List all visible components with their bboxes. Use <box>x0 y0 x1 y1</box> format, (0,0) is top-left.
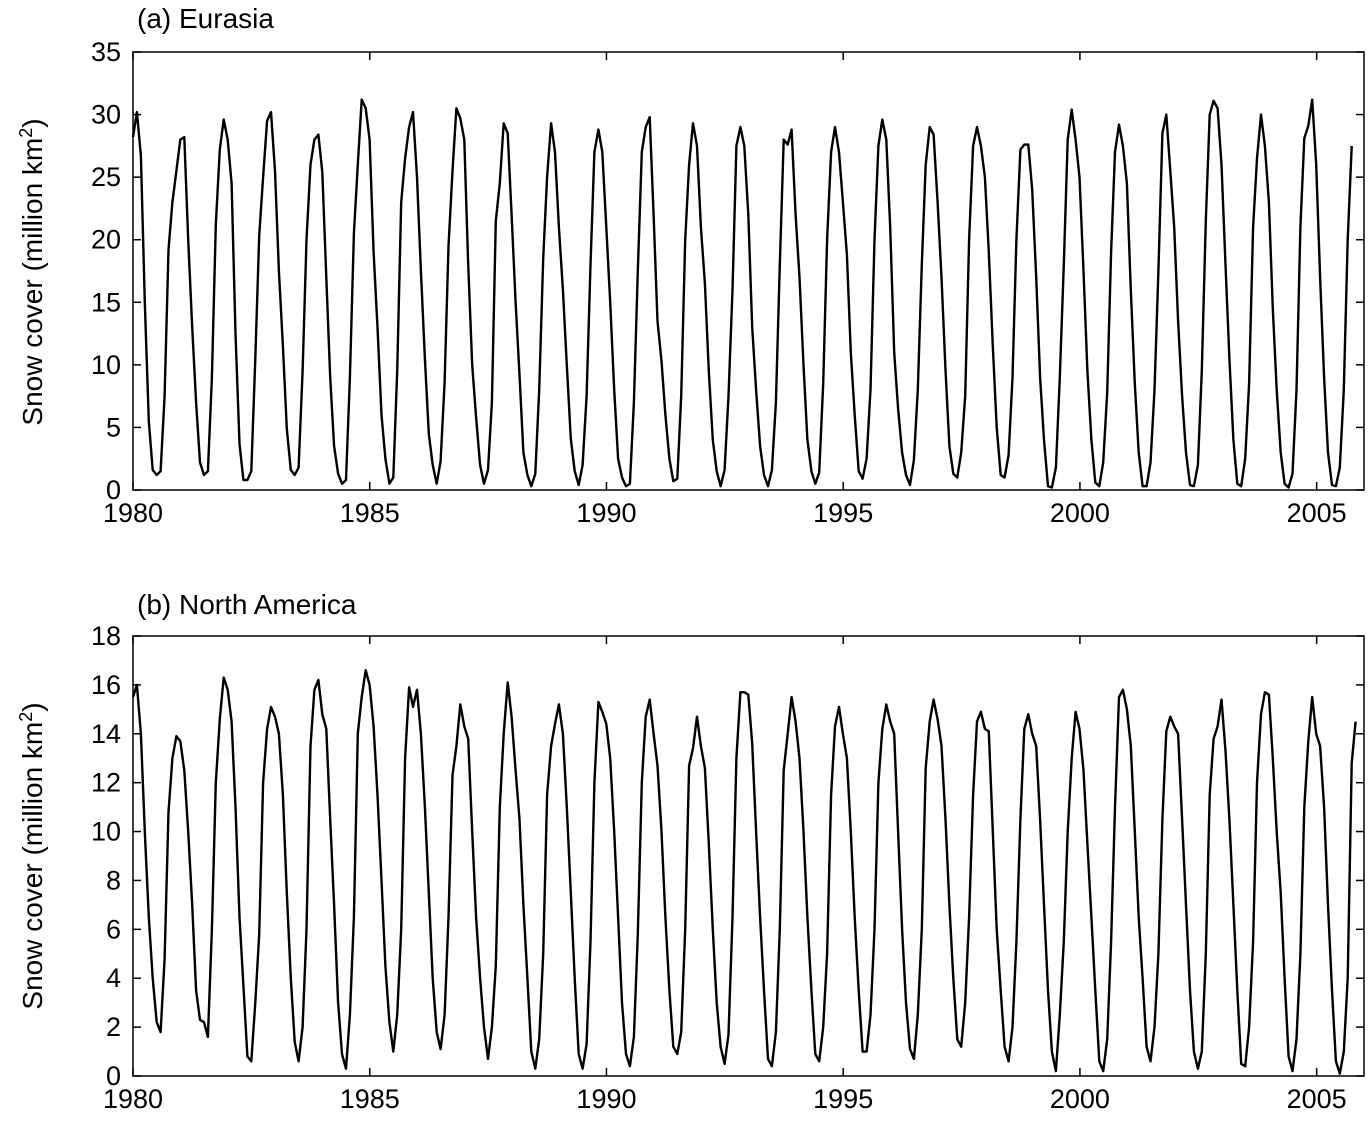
y-tick-label-north-america: 4 <box>106 963 121 993</box>
x-tick-label-eurasia: 1990 <box>576 498 636 528</box>
x-tick-label-north-america: 1985 <box>340 1084 400 1114</box>
y-tick-label-north-america: 14 <box>91 719 121 749</box>
y-tick-label-eurasia: 35 <box>91 37 121 67</box>
y-tick-label-north-america: 18 <box>91 621 121 651</box>
x-tick-label-north-america: 1990 <box>576 1084 636 1114</box>
y-tick-label-north-america: 2 <box>106 1012 121 1042</box>
axis-ticks-eurasia: 0 5 10 15 20 25 30 35 1980 1985 1990 1995 2000 2005 <box>91 37 1364 528</box>
y-tick-label-eurasia: 15 <box>91 287 121 317</box>
series-line-eurasia <box>131 98 1353 489</box>
plot-frame-north-america <box>132 635 1365 1077</box>
panel-title-north-america: (b) North America <box>137 589 357 620</box>
y-tick-label-eurasia: 5 <box>106 412 121 442</box>
y-tick-label-north-america: 12 <box>91 768 121 798</box>
x-tick-label-eurasia: 2005 <box>1287 498 1347 528</box>
y-tick-label-eurasia: 30 <box>91 100 121 130</box>
plot-frame-eurasia <box>132 51 1365 491</box>
x-tick-label-north-america: 1980 <box>103 1084 163 1114</box>
x-tick-label-eurasia: 2000 <box>1050 498 1110 528</box>
x-tick-label-eurasia: 1995 <box>813 498 873 528</box>
series-line-north-america <box>131 669 1357 1075</box>
panel-north-america: (b) North America Snow cover (million km… <box>16 589 1365 1114</box>
x-tick-label-eurasia: 1980 <box>103 498 163 528</box>
y-axis-label-eurasia: Snow cover (million km2) <box>16 118 48 425</box>
y-tick-label-eurasia: 10 <box>91 350 121 380</box>
y-tick-label-north-america: 0 <box>106 1061 121 1091</box>
y-tick-label-north-america: 8 <box>106 865 121 895</box>
y-tick-label-eurasia: 0 <box>106 475 121 505</box>
y-tick-label-eurasia: 25 <box>91 162 121 192</box>
y-tick-label-eurasia: 20 <box>91 225 121 255</box>
x-tick-label-eurasia: 1985 <box>340 498 400 528</box>
y-tick-label-north-america: 16 <box>91 670 121 700</box>
panel-eurasia: (a) Eurasia Snow cover (million km2) 0 5 1… <box>16 3 1365 528</box>
y-axis-label-north-america: Snow cover (million km2) <box>16 702 48 1009</box>
x-tick-label-north-america: 2005 <box>1287 1084 1347 1114</box>
x-tick-label-north-america: 1995 <box>813 1084 873 1114</box>
axis-ticks-north-america: 0 2 4 6 8 10 12 14 16 18 1980 1985 1990 1995 2000 2005 <box>91 621 1364 1114</box>
x-tick-label-north-america: 2000 <box>1050 1084 1110 1114</box>
panel-title-eurasia: (a) Eurasia <box>137 3 274 34</box>
y-tick-label-north-america: 10 <box>91 817 121 847</box>
y-tick-label-north-america: 6 <box>106 914 121 944</box>
